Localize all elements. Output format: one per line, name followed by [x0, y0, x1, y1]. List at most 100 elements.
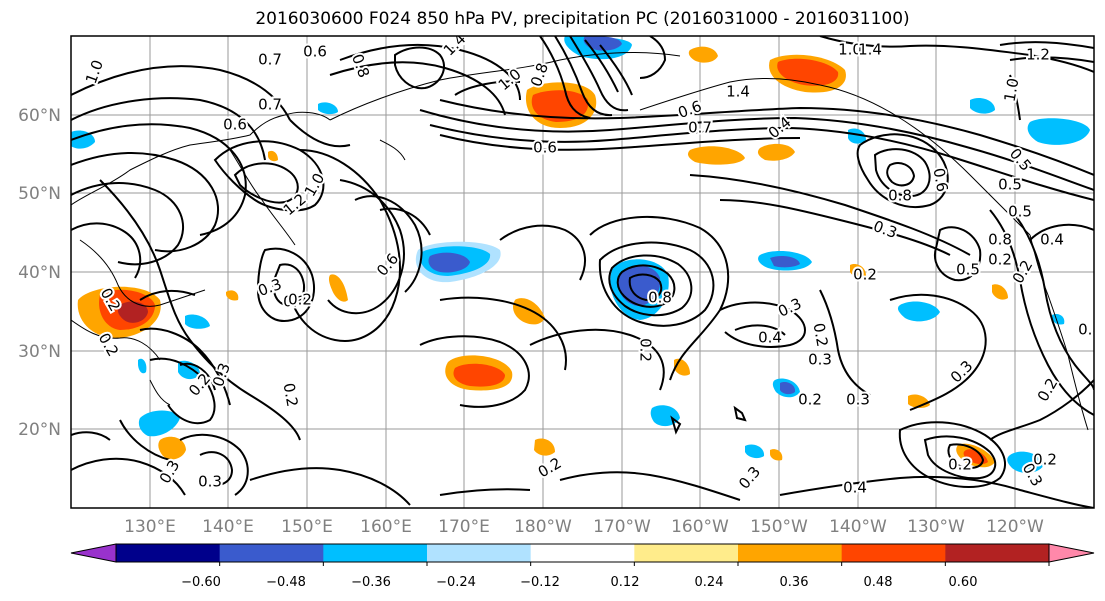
colorbar-segment — [945, 544, 1050, 562]
colorbar-tick-label: 0.12 — [611, 575, 640, 590]
colorbar-tick-label: 0.36 — [780, 575, 809, 590]
positive-precip-blob — [117, 301, 148, 323]
colorbar-tick-label: 0.60 — [949, 575, 978, 590]
positive-precip-blob — [268, 150, 278, 162]
contour-label: 0.5 — [998, 176, 1022, 194]
contour-label: 0.2 — [288, 291, 312, 309]
negative-precip-blob — [897, 301, 940, 322]
contour-label: 0.6 — [223, 116, 247, 134]
negative-precip-blob — [970, 98, 995, 114]
lat-tick-label: 20°N — [18, 420, 61, 440]
lat-tick-label: 50°N — [18, 184, 61, 204]
colorbar-segment — [427, 544, 532, 562]
colorbar-tick-label: −0.24 — [436, 575, 476, 590]
positive-precip-blob — [513, 298, 545, 325]
lon-tick-label: 130°E — [124, 517, 176, 537]
colorbar — [70, 543, 1095, 566]
negative-precip-blob — [71, 130, 95, 149]
lon-tick-label: 130°W — [907, 517, 965, 537]
colorbar-segment — [530, 544, 635, 562]
contour-label: 0.8 — [1078, 321, 1102, 339]
contour-label: 0.8 — [988, 231, 1012, 249]
map-title: 2016030600 F024 850 hPa PV, precipitatio… — [255, 9, 910, 29]
positive-precip-blob — [757, 143, 795, 161]
positive-precip-blob — [534, 438, 555, 456]
positive-precip-blob — [226, 290, 239, 301]
contour-label: 0.8 — [888, 187, 912, 205]
negative-precip-blob — [185, 314, 210, 329]
contour-label: 0.2 — [1033, 451, 1057, 469]
positive-precip-blob — [963, 449, 988, 465]
lat-tick-label: 30°N — [18, 342, 61, 362]
colorbar-segment — [219, 544, 324, 562]
contour-label: 0.4 — [1040, 231, 1064, 249]
lon-tick-label: 140°E — [202, 517, 254, 537]
contour-label: 0.4 — [758, 329, 782, 347]
contour-label: 0.2 — [988, 251, 1012, 269]
lon-tick-label: 150°W — [750, 517, 808, 537]
negative-precip-blob — [745, 444, 765, 459]
contour-label: 1.4 — [726, 83, 750, 101]
pv-contours — [71, 36, 1094, 508]
colorbar-segment — [634, 544, 739, 562]
contour-label: 0.3 — [846, 391, 870, 409]
positive-precip-blob — [453, 363, 505, 387]
contour-label: 0.6 — [303, 43, 327, 61]
contour-label: 1.0 — [838, 41, 862, 59]
positive-precip-blob — [328, 274, 348, 302]
lon-tick-label: 170°W — [593, 517, 651, 537]
contour-label: 1.0 — [1001, 77, 1023, 104]
contour-label: 0.6 — [533, 139, 557, 157]
lon-tick-label: 120°W — [986, 517, 1044, 537]
contour-label: 0.7 — [688, 119, 712, 137]
contour-label: 0.2 — [948, 456, 972, 474]
positive-precip-blob — [158, 436, 186, 460]
positive-precip-blob — [850, 264, 866, 278]
contour-label: 1.4 — [858, 41, 882, 59]
lon-tick-label: 170°E — [438, 517, 490, 537]
negative-precip-blob — [848, 128, 866, 144]
colorbar-tick-label: −0.60 — [181, 575, 221, 590]
lat-tick-label: 60°N — [18, 106, 61, 126]
positive-precip-blob — [777, 58, 839, 86]
colorbar-upper-extension — [1048, 543, 1095, 563]
colorbar-segment — [841, 544, 946, 562]
negative-precip-blob — [138, 358, 147, 374]
colorbar-tick-label: 0.24 — [695, 575, 724, 590]
contour-label: 1.2 — [1026, 46, 1050, 64]
colorbar-ticks: −0.60 −0.48 −0.36 −0.24 −0.12 0.12 0.24 … — [181, 575, 977, 590]
negative-precip-blob — [780, 382, 796, 395]
lon-tick-label: 140°W — [829, 517, 887, 537]
plot-frame — [70, 35, 1095, 509]
contour-label: 0.3 — [198, 473, 222, 491]
negative-precip-blob — [1027, 118, 1090, 145]
positive-precip-blob — [531, 90, 589, 122]
colorbar-tick-label: 0.48 — [864, 575, 893, 590]
positive-precip-blob — [992, 284, 1008, 300]
contour-label: 0.2 — [283, 293, 307, 311]
negative-precip-blob — [138, 410, 180, 437]
positive-precip-blob — [770, 449, 783, 461]
contour-label: 0.5 — [1008, 203, 1032, 221]
colorbar-segment — [738, 544, 843, 562]
contour-label: 0.4 — [843, 479, 867, 497]
colorbar-tick-label: −0.12 — [520, 575, 560, 590]
colorbar-tick-label: −0.48 — [266, 575, 306, 590]
negative-precip-blob — [1007, 451, 1044, 473]
contour-label: 0.2 — [853, 266, 877, 284]
latitude-axis: 60°N 50°N 40°N 30°N 20°N — [18, 106, 61, 440]
contour-label: 0.2 — [637, 338, 655, 362]
contour-label: 0.2 — [798, 391, 822, 409]
lon-tick-label: 180°W — [514, 517, 572, 537]
contour-label: 0.5 — [956, 261, 980, 279]
lon-tick-label: 160°W — [671, 517, 729, 537]
contour-label: 0.7 — [258, 96, 282, 114]
colorbar-tick-label: −0.36 — [351, 575, 391, 590]
positive-precip-blob — [687, 146, 745, 165]
lon-tick-label: 150°E — [281, 517, 333, 537]
colorbar-segment — [323, 544, 428, 562]
contour-label: 0.8 — [648, 289, 672, 307]
colorbar-frame — [115, 543, 1050, 563]
colorbar-segment — [116, 544, 221, 562]
